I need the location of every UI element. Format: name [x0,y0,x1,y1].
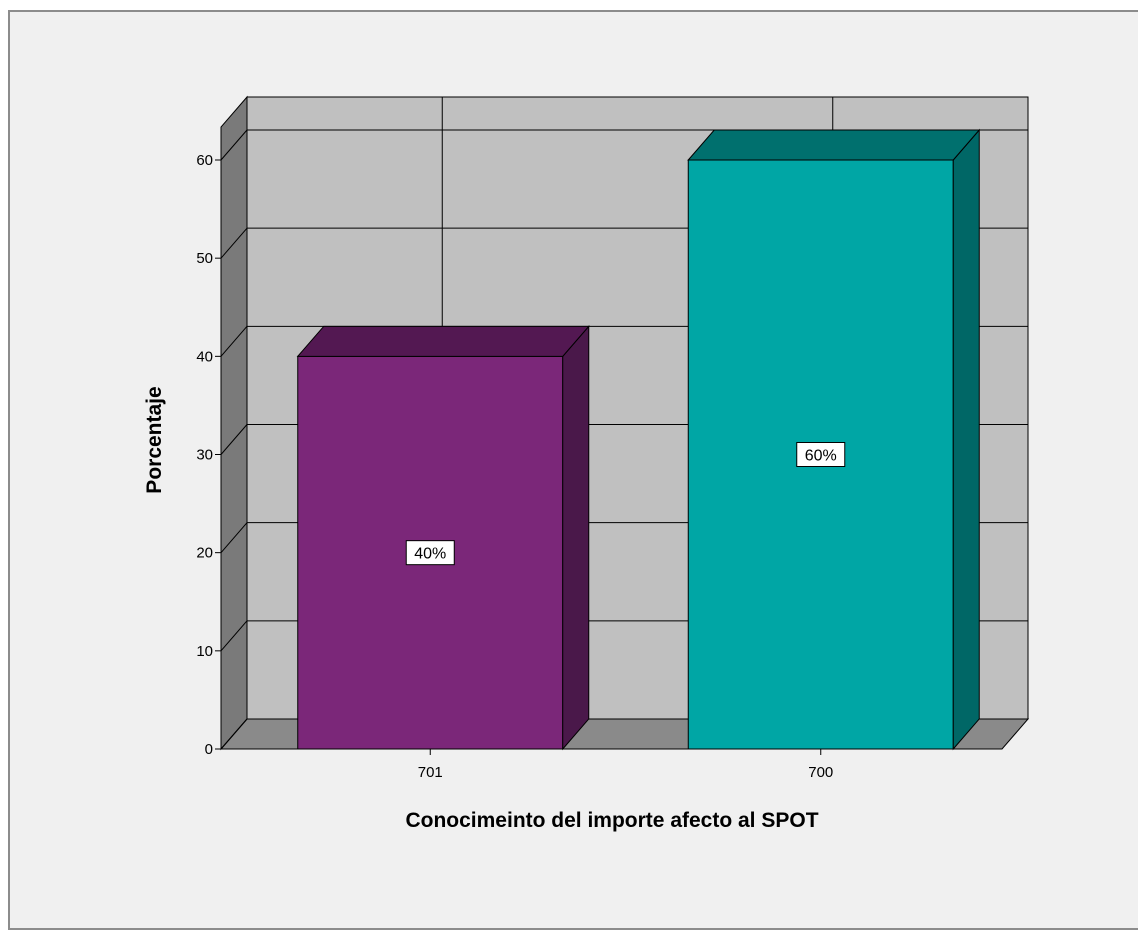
data-label: 40% [405,540,455,566]
x-tick-label: 701 [418,764,443,781]
data-label-box [405,540,455,566]
y-tick-label: 30 [196,447,213,464]
data-label-text: 60% [805,448,837,465]
side-gridline [220,718,248,750]
x-tick-label: 700 [808,764,833,781]
y-tick-label: 40 [196,348,213,365]
bar-701 [296,324,590,751]
side-gridline [220,227,248,259]
bar-side [952,128,980,751]
side-gridline [220,129,248,161]
bar-side [562,324,590,751]
y-tick-label: 20 [196,545,213,562]
y-tick-label: 0 [205,741,213,758]
labels: 40% 60% [405,442,846,566]
data-label: 60% [796,442,846,467]
y-axis: 0 10 20 30 40 50 60 701 700 [196,127,833,781]
y-axis-title: Porcentaje [143,386,166,493]
bar-top [687,129,981,161]
bar-700 [687,128,981,751]
side-wall [220,95,248,751]
y-tick-label: 10 [196,643,213,660]
bar-top [296,325,590,357]
x-axis-title: Conocimeinto del importe afecto al SPOT [405,809,818,832]
y-tick-label: 60 [196,152,213,169]
side-gridline [220,522,248,553]
data-label-text: 40% [414,546,446,563]
data-label-box [796,442,846,467]
side-gridline [220,326,248,357]
y-tick-label: 50 [196,250,213,267]
side-gridline [220,424,248,455]
side-gridline [220,620,248,652]
